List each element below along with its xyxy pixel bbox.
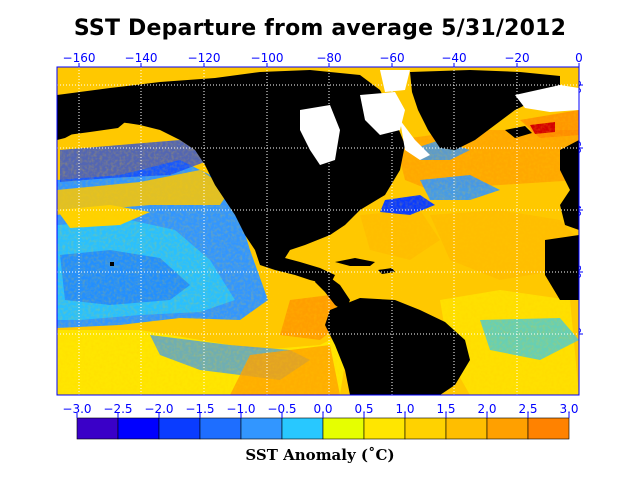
colorbar-tick-label: −2.0 (144, 402, 174, 416)
colorbar-tick-label: 3.0 (559, 402, 579, 416)
colorbar-swatch (240, 417, 283, 440)
colorbar-tick-label: 0.0 (313, 402, 333, 416)
colorbar-swatch (117, 417, 160, 440)
colorbar-swatch (158, 417, 201, 440)
sea-ice (300, 70, 579, 165)
chart-title: SST Departure from average 5/31/2012 (73, 16, 567, 41)
colorbar-tick-label: −2.5 (103, 402, 133, 416)
lon-label: −100 (250, 51, 284, 65)
lon-label: −140 (124, 51, 158, 65)
colorbar (76, 413, 570, 440)
colorbar-swatch (76, 417, 119, 440)
graticule (57, 67, 579, 395)
colorbar-swatch (199, 417, 242, 440)
colorbar-swatch (404, 417, 447, 440)
top-ticks (78, 63, 583, 335)
sst-anomaly-field (57, 67, 579, 395)
colorbar-title: SST Anomaly (˚C) (245, 446, 395, 464)
map-frame (56, 66, 580, 396)
colorbar-tick-label: −1.0 (226, 402, 256, 416)
colorbar-swatch (527, 417, 570, 440)
colorbar-tick-label: 2.0 (477, 402, 497, 416)
lon-label: −80 (316, 51, 342, 65)
colorbar-swatch (322, 417, 365, 440)
colorbar-tick-label: −3.0 (62, 402, 92, 416)
colorbar-swatch (445, 417, 488, 440)
colorbar-tick-label: 2.5 (518, 402, 538, 416)
colorbar-swatch (486, 417, 529, 440)
lon-label: −60 (379, 51, 405, 65)
colorbar-tick-label: 1.5 (436, 402, 456, 416)
colorbar-swatch (363, 417, 406, 440)
colorbar-swatch (281, 417, 324, 440)
colorbar-tick-label: −0.5 (267, 402, 297, 416)
lon-label: 0 (575, 51, 583, 65)
lon-label: −160 (62, 51, 96, 65)
colorbar-tick-label: 1.0 (395, 402, 415, 416)
lon-label: −40 (441, 51, 467, 65)
lon-label: −20 (504, 51, 530, 65)
colorbar-tick-label: −1.5 (185, 402, 215, 416)
colorbar-tick-label: 0.5 (354, 402, 374, 416)
lon-label: −120 (187, 51, 221, 65)
